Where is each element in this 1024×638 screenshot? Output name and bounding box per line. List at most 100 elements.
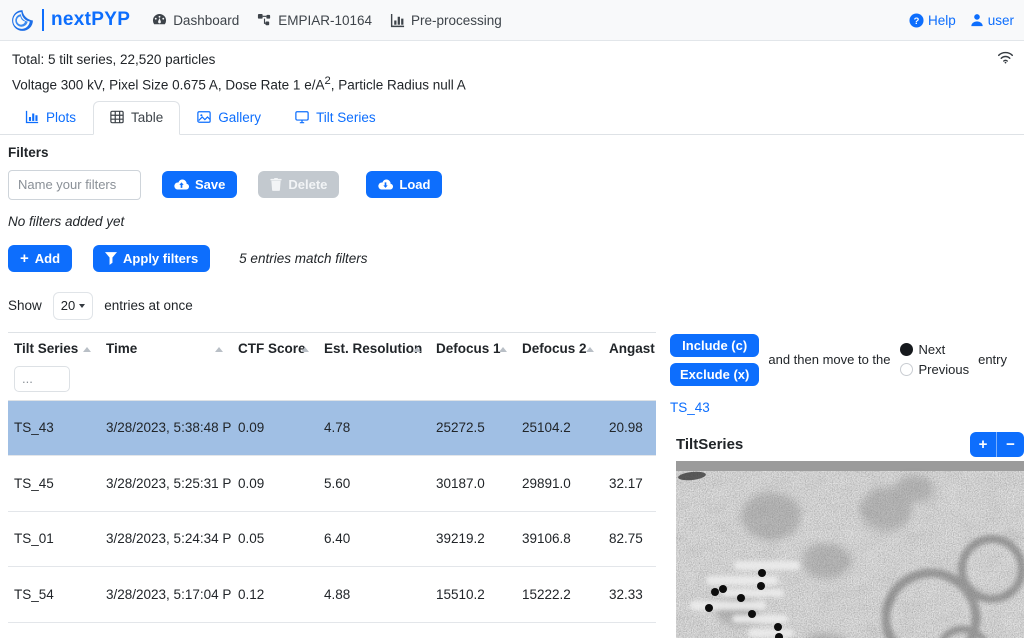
tilt-series-micrograph-viewer[interactable] <box>676 460 1024 638</box>
col-header-est-resolution[interactable]: Est. Resolution <box>318 331 430 364</box>
tab-label: Table <box>131 109 164 125</box>
tab-gallery[interactable]: Gallery <box>180 101 278 135</box>
nav-item-label: Dashboard <box>173 12 240 28</box>
sort-asc-icon <box>586 346 594 352</box>
brand-divider <box>42 9 44 31</box>
radio-selected-icon <box>899 343 913 356</box>
save-filters-button[interactable]: Save <box>162 171 238 198</box>
nav-item-label: Pre-processing <box>411 12 502 28</box>
table-row-ts-54[interactable]: TS_54 3/28/2023, 5:17:04 PM 0.12 4.88 15… <box>8 566 656 623</box>
cell-defocus2: 29891.0 <box>516 455 603 512</box>
col-header-time[interactable]: Time <box>100 331 232 364</box>
brand-logo[interactable]: nextPYP <box>10 8 130 33</box>
entries-count-select[interactable]: 20 <box>52 291 94 320</box>
cell-angast: 20.98 <box>603 400 656 457</box>
col-label: CTF Score <box>238 340 306 356</box>
radio-next[interactable]: Next <box>899 342 970 357</box>
svg-text:?: ? <box>914 15 920 25</box>
help-link[interactable]: ? Help <box>909 13 956 28</box>
col-label: Defocus 1 <box>436 340 501 356</box>
cell-defocus1: 30187.0 <box>430 455 516 512</box>
radio-previous-label: Previous <box>918 362 970 377</box>
include-button[interactable]: Include (c) <box>670 333 760 357</box>
apply-filters-button[interactable]: Apply filters <box>93 244 211 272</box>
col-header-defocus1[interactable]: Defocus 1 <box>430 331 516 364</box>
col-label: Time <box>106 340 138 356</box>
cell-tilt-series: TS_45 <box>8 455 100 512</box>
cell-angast: 82.75 <box>603 511 656 568</box>
tab-label: Gallery <box>218 109 262 125</box>
plus-icon: + <box>20 249 29 267</box>
radio-unselected-icon <box>899 363 913 376</box>
zoom-in-button[interactable]: + <box>970 431 997 457</box>
user-menu[interactable]: user <box>970 13 1014 28</box>
tab-table[interactable]: Table <box>93 100 181 135</box>
col-header-ctf-score[interactable]: CTF Score <box>232 331 318 364</box>
user-icon <box>970 13 984 27</box>
filter-name-input[interactable] <box>8 169 141 200</box>
tab-plots[interactable]: Plots <box>8 101 93 135</box>
tab-label: Tilt Series <box>316 109 376 125</box>
cell-defocus2: 15222.2 <box>516 566 603 623</box>
cell-time: 3/28/2023, 5:17:04 PM <box>100 566 232 623</box>
zoom-out-button[interactable]: − <box>997 431 1024 457</box>
col-header-angast[interactable]: Angast <box>603 331 656 364</box>
cell-ctf-score: 0.09 <box>232 400 318 457</box>
col-label: Defocus 2 <box>522 340 587 356</box>
params-line: Voltage 300 kV, Pixel Size 0.675 A, Dose… <box>12 75 1012 93</box>
table-row-ts-03[interactable]: TS_03 3/28/2023, 5:01:11 PM 0.09 5.12 14… <box>8 622 656 638</box>
filter-apply-row: + Add Apply filters 5 entries match filt… <box>8 244 1016 272</box>
total-line: Total: 5 tilt series, 22,520 particles <box>12 52 216 67</box>
top-navbar: nextPYP Dashboard EMPIAR-10164 <box>0 0 1024 41</box>
table-grid-icon <box>110 110 124 124</box>
cell-time: 3/28/2023, 5:38:48 PM <box>100 400 232 457</box>
filters-section: Filters Save <box>0 135 1024 320</box>
table-row-ts-45[interactable]: TS_45 3/28/2023, 5:25:31 PM 0.09 5.60 30… <box>8 455 656 512</box>
col-header-tilt-series[interactable]: Tilt Series <box>8 331 100 364</box>
nav-item-project[interactable]: EMPIAR-10164 <box>257 13 372 28</box>
radio-next-label: Next <box>918 342 946 357</box>
show-entries-row: Show 20 entries at once <box>8 291 1016 320</box>
cell-defocus2: 14494.3 <box>516 622 603 638</box>
save-label: Save <box>195 177 226 192</box>
navbar-right: ? Help user <box>909 13 1014 28</box>
cell-defocus1: 25272.5 <box>430 400 516 457</box>
sort-asc-icon <box>215 346 223 352</box>
nav-item-preprocessing[interactable]: Pre-processing <box>390 13 502 28</box>
table-row-ts-43[interactable]: TS_43 3/28/2023, 5:38:48 PM 0.09 4.78 25… <box>8 400 656 457</box>
funnel-icon <box>105 251 118 265</box>
table-row-ts-01[interactable]: TS_01 3/28/2023, 5:24:34 PM 0.05 6.40 39… <box>8 511 656 568</box>
filters-heading: Filters <box>8 144 49 160</box>
cell-time: 3/28/2023, 5:24:34 PM <box>100 511 232 568</box>
add-label: Add <box>34 250 61 266</box>
load-label: Load <box>399 177 431 192</box>
tilt-series-column-filter-input[interactable] <box>14 365 70 392</box>
exclude-button[interactable]: Exclude (x) <box>670 362 760 386</box>
cell-est-resolution: 5.60 <box>318 455 430 512</box>
cell-defocus1: 15510.2 <box>430 566 516 623</box>
cell-est-resolution: 6.40 <box>318 511 430 568</box>
cell-time: 3/28/2023, 5:25:31 PM <box>100 455 232 512</box>
col-header-defocus2[interactable]: Defocus 2 <box>516 331 603 364</box>
tab-label: Plots <box>46 109 77 125</box>
cell-defocus1: 14823.2 <box>430 622 516 638</box>
show-prefix-label: Show <box>8 298 42 313</box>
tilt-series-table: Tilt Series Time CTF Score Est. Resoluti… <box>8 331 656 638</box>
dashboard-gauge-icon <box>152 13 167 28</box>
selected-entry-link[interactable]: TS_43 <box>670 399 710 415</box>
params-superscript: 2 <box>324 75 331 87</box>
cell-ctf-score: 0.09 <box>232 622 318 638</box>
cell-angast: 32.17 <box>603 455 656 512</box>
radio-previous[interactable]: Previous <box>899 362 970 377</box>
params-prefix: Voltage 300 kV, Pixel Size 0.675 A, Dose… <box>12 77 325 93</box>
cell-est-resolution: 4.78 <box>318 400 430 457</box>
add-filter-button[interactable]: + Add <box>8 244 73 272</box>
load-filters-button[interactable]: Load <box>366 171 443 198</box>
zoom-button-group: + − <box>970 431 1024 457</box>
no-filters-message: No filters added yet <box>8 213 125 229</box>
delete-filters-button[interactable]: Delete <box>258 171 340 198</box>
entries-count-value: 20 <box>60 298 76 313</box>
tab-tilt-series[interactable]: Tilt Series <box>278 101 393 135</box>
col-label: Tilt Series <box>14 340 79 356</box>
nav-item-dashboard[interactable]: Dashboard <box>152 13 239 28</box>
